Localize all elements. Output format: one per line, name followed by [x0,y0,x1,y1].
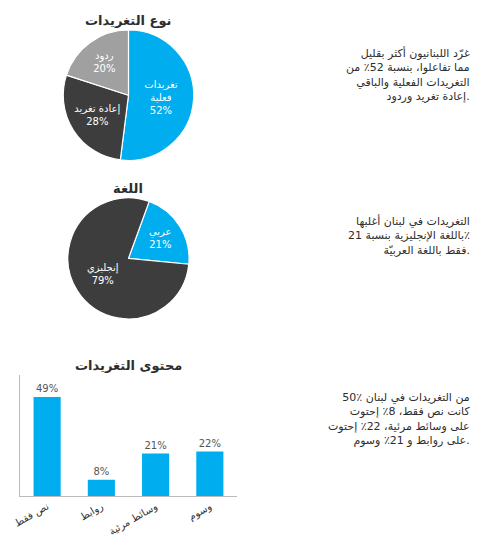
svg-text:ردود20%: ردود20% [93,50,115,74]
svg-text:محتوى التغريدات: محتوى التغريدات [75,358,182,373]
svg-text:روابط: روابط [78,500,106,523]
svg-text:وسائط مرئية: وسائط مرئية [107,500,160,537]
svg-text:نوع التغريدات: نوع التغريدات [85,13,171,28]
svg-text:وسوم: وسوم [187,500,214,523]
svg-text:إنجليزي79%: إنجليزي79% [87,262,119,286]
svg-text:اللغة: اللغة [113,181,143,196]
svg-text:إعادة تغريد28%: إعادة تغريد28% [74,103,120,127]
svg-text:عربي21%: عربي21% [149,226,172,250]
svg-text:نص فقط: نص فقط [13,501,51,529]
svg-text:تغريداتفعلية52%: تغريداتفعلية52% [144,79,178,116]
svg-text:50٪ من التغريدات في لبنانكانت: 50٪ من التغريدات في لبنانكانت نص فقط، 8٪… [328,391,470,447]
svg-text:49%: 49% [36,383,58,394]
svg-text:التغريدات في لبنان أغلبهاباللغ: التغريدات في لبنان أغلبهاباللغة الإنجليز… [348,214,470,257]
svg-text:غرّد اللبنانيون أكثر بقليلمما: غرّد اللبنانيون أكثر بقليلمما تفاعلوا، ب… [346,46,470,103]
svg-text:8%: 8% [93,466,109,477]
svg-text:22%: 22% [199,438,221,449]
svg-text:21%: 21% [144,440,166,451]
